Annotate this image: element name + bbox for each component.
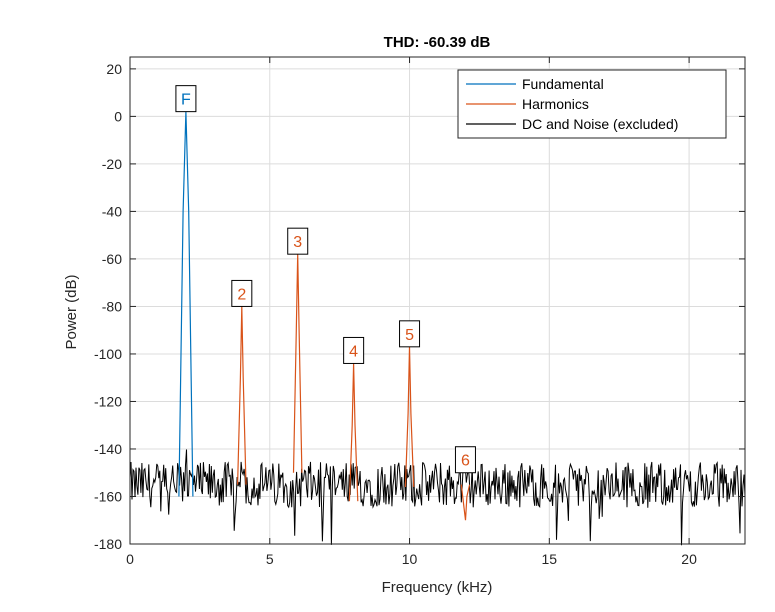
y-tick-label: -40 [102, 203, 122, 219]
y-axis-title: Power (dB) [63, 274, 80, 349]
x-tick-label: 0 [126, 551, 134, 567]
axes-box [129, 56, 746, 545]
marker-label: 3 [293, 234, 302, 251]
x-axis-title: Frequency (kHz) [382, 579, 493, 596]
marker-label: 5 [405, 327, 414, 344]
x-tick-label: 15 [542, 551, 558, 567]
marker-F: F [175, 85, 197, 113]
y-tick-label: -160 [94, 488, 122, 504]
axes-frame [129, 56, 746, 545]
y-tick-label: 20 [106, 61, 122, 77]
harmonic-peak-6 [460, 484, 471, 521]
marker-2: 2 [231, 279, 253, 307]
y-tick-label: -60 [102, 251, 122, 267]
marker-box [231, 279, 253, 307]
marker-box [175, 85, 197, 113]
marker-box [287, 227, 309, 255]
noise-line [129, 449, 746, 546]
marker-4: 4 [343, 336, 365, 364]
marker-5: 5 [399, 320, 421, 348]
chart-title: THD: -60.39 dB [384, 34, 491, 51]
marker-box [399, 320, 421, 348]
harmonic-markers: F 2 3 4 5 6 [175, 85, 476, 474]
legend-label: DC and Noise (excluded) [522, 116, 678, 132]
marker-3: 3 [287, 227, 309, 255]
marker-label: 6 [461, 453, 470, 470]
y-tick-label: -140 [94, 441, 122, 457]
y-tick-label: -80 [102, 298, 122, 314]
legend-label: Fundamental [522, 76, 604, 92]
legend: Fundamental Harmonics DC and Noise (exclud… [457, 69, 727, 139]
legend-label: Harmonics [522, 96, 589, 112]
y-tick-label: -100 [94, 346, 122, 362]
noise-series [129, 449, 746, 546]
marker-box [343, 336, 365, 364]
y-tick-label: -120 [94, 393, 122, 409]
marker-box [454, 446, 476, 474]
marker-label: 2 [237, 286, 246, 303]
x-tick-label: 10 [402, 551, 418, 567]
marker-6: 6 [454, 446, 476, 474]
y-tick-label: -20 [102, 156, 122, 172]
marker-label: F [181, 92, 191, 109]
y-tick-label: 0 [114, 108, 122, 124]
x-tick-label: 20 [681, 551, 697, 567]
grid-lines [129, 57, 745, 545]
x-tick-label: 5 [266, 551, 274, 567]
y-tick-label: -180 [94, 536, 122, 552]
tick-labels: 0 5 10 15 20 20 0 -20 -40 -60 -80 -100 -120 -140 -160 -… [94, 61, 697, 567]
marker-label: 4 [349, 343, 358, 360]
